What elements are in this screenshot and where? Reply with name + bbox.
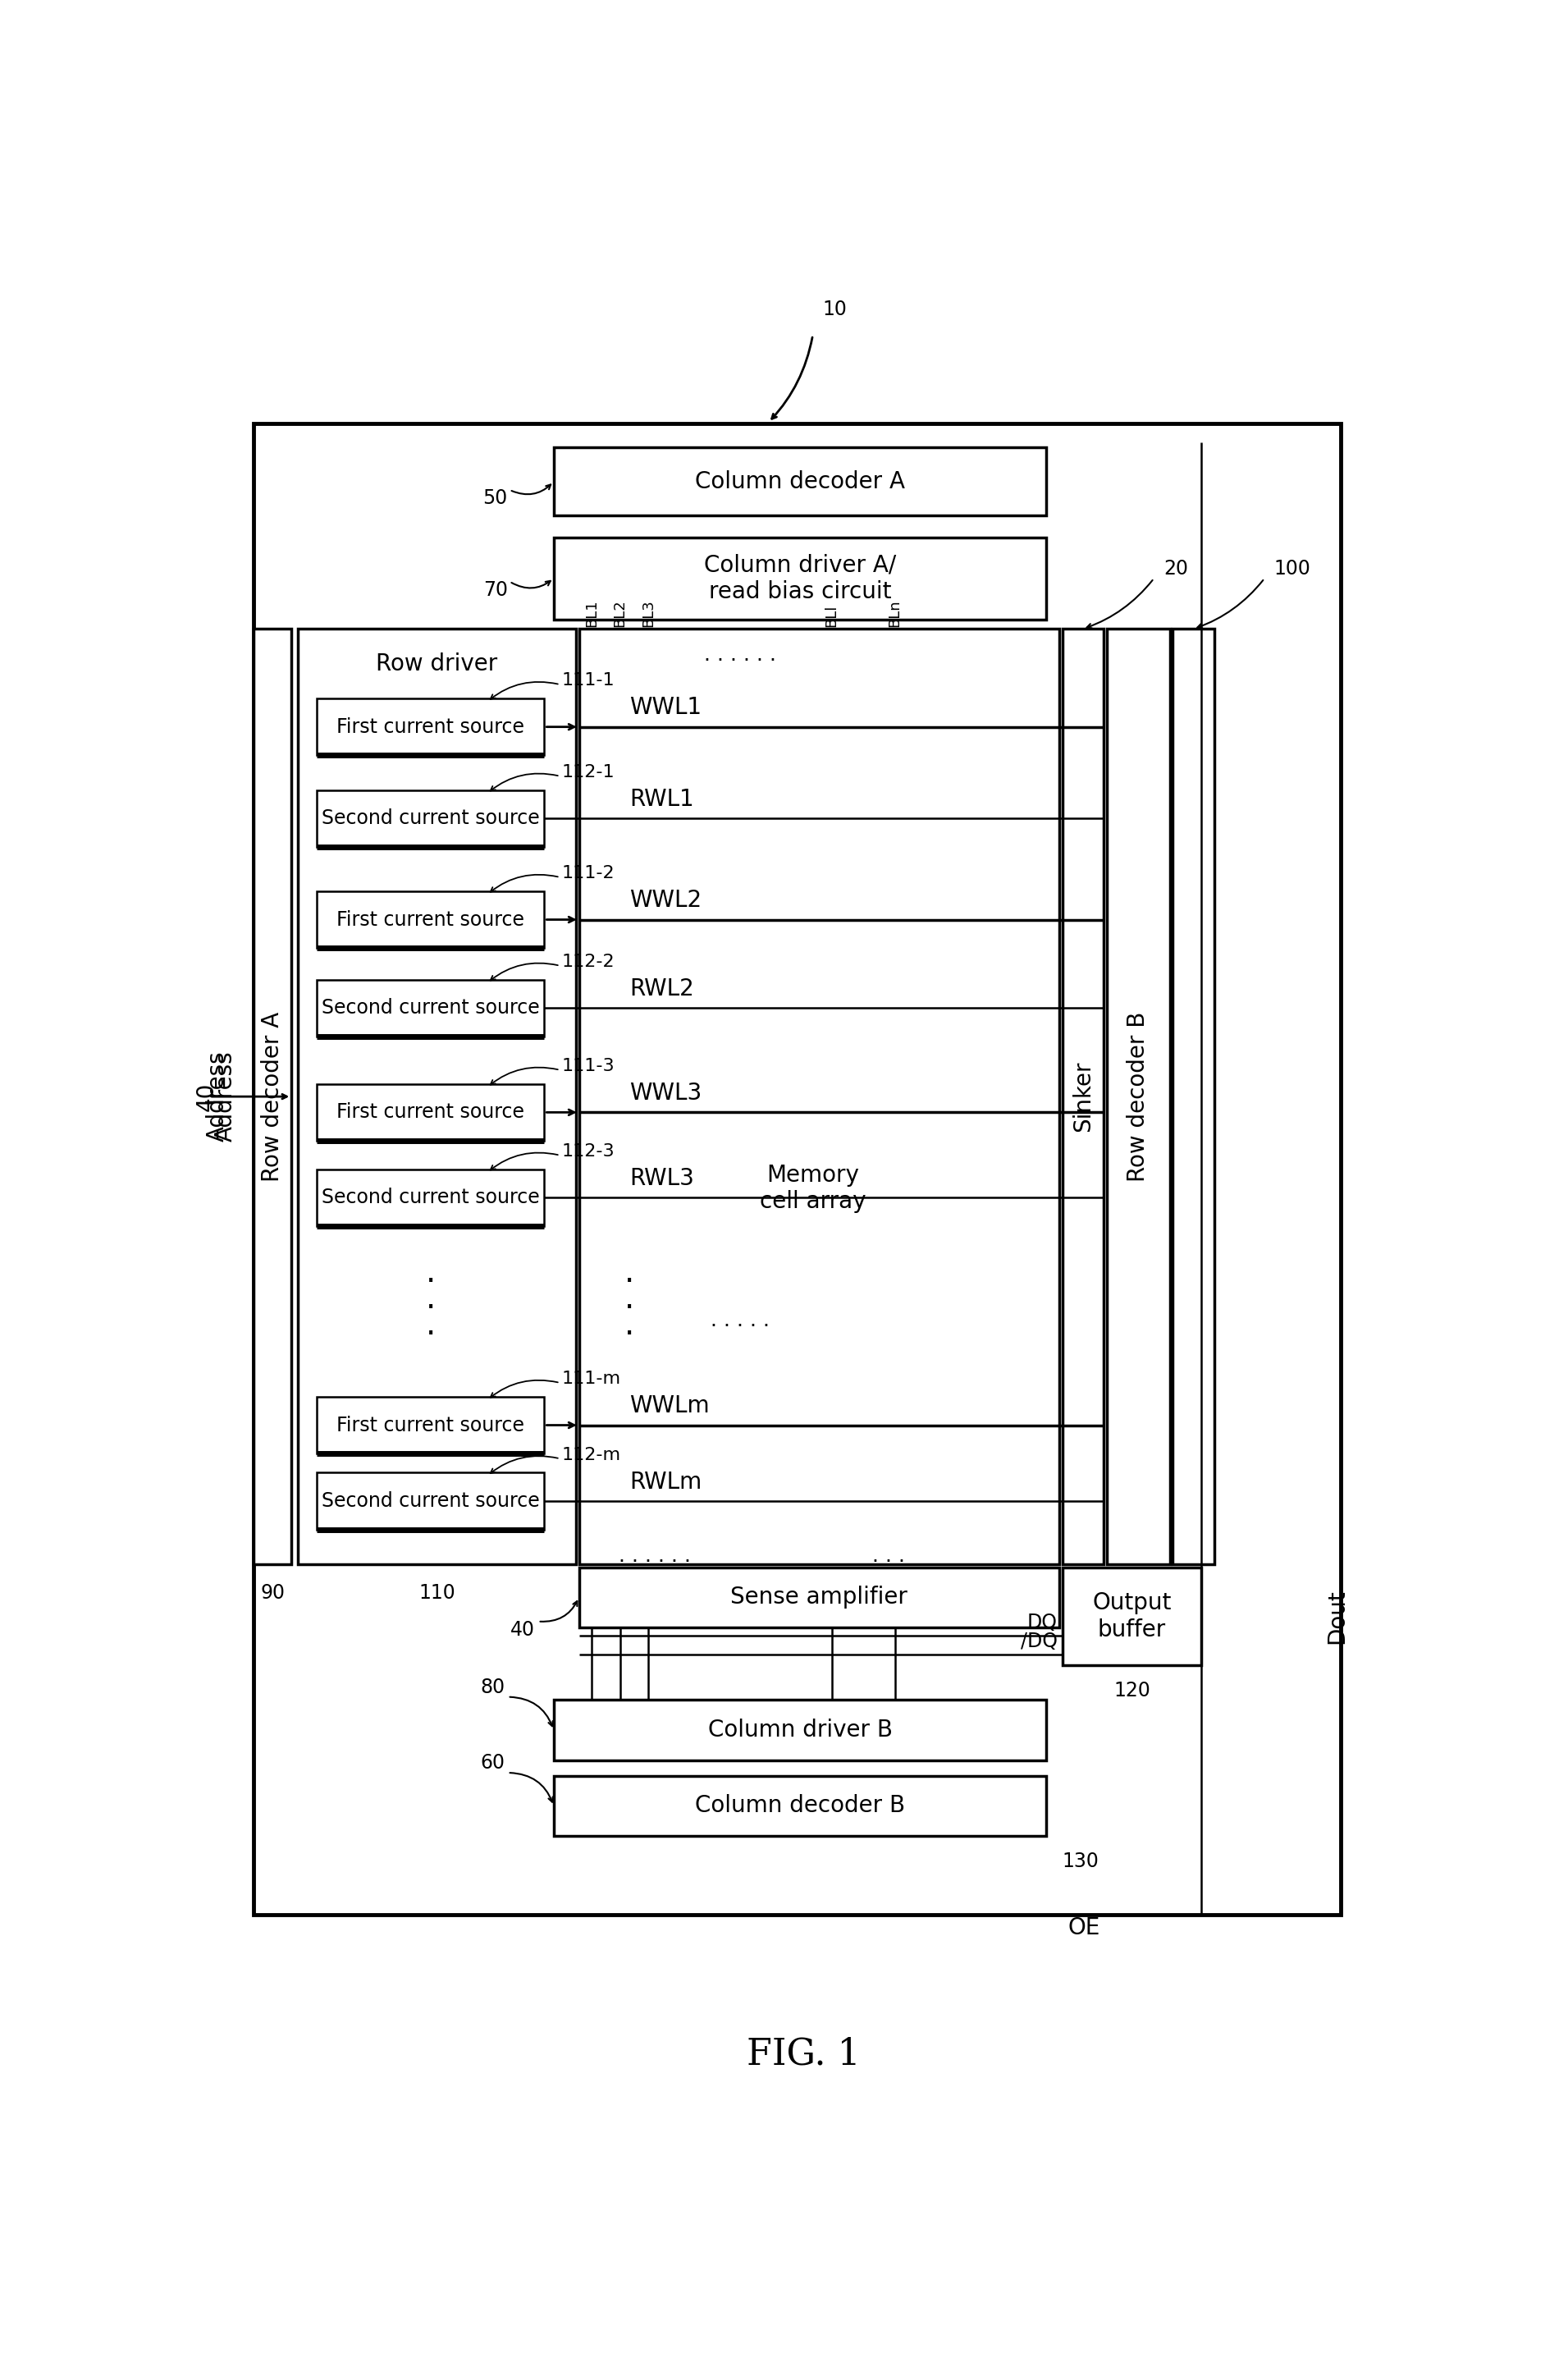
Bar (1107, 628, 1170, 1565)
Text: Column decoder B: Column decoder B (695, 1795, 905, 1819)
Bar (317, 1472, 544, 1529)
Text: 120: 120 (1113, 1681, 1151, 1700)
Text: RWL2: RWL2 (629, 977, 695, 1001)
Text: 70: 70 (483, 581, 508, 600)
Text: 90: 90 (260, 1584, 285, 1603)
Bar (579, 628, 1058, 1565)
Text: Dout: Dout (1325, 1589, 1348, 1643)
Text: WWL2: WWL2 (629, 889, 702, 913)
Text: Address: Address (213, 1050, 237, 1143)
Bar (554, 538, 1046, 619)
Text: 110: 110 (419, 1584, 455, 1603)
Text: OE: OE (1068, 1916, 1101, 1939)
Text: Second current source: Second current source (321, 998, 539, 1017)
Text: . . .: . . . (872, 1546, 905, 1565)
Text: 60: 60 (480, 1755, 505, 1774)
Text: Sinker: Sinker (1071, 1062, 1094, 1131)
Text: FIG. 1: FIG. 1 (746, 2037, 861, 2072)
Text: WWL1: WWL1 (629, 697, 702, 718)
Bar (554, 1700, 1046, 1759)
Text: /DQ: /DQ (1021, 1631, 1057, 1653)
Text: 112-2: 112-2 (561, 953, 615, 970)
Text: BL2: BL2 (613, 600, 627, 626)
Text: 80: 80 (480, 1679, 505, 1698)
Text: 40: 40 (510, 1619, 535, 1641)
Text: Output
buffer: Output buffer (1093, 1591, 1171, 1641)
Bar (317, 790, 544, 846)
Bar (254, 628, 292, 1565)
Text: BL3: BL3 (641, 600, 655, 626)
Bar (317, 1169, 544, 1226)
Text: ·
·
·: · · · (624, 1266, 635, 1349)
Text: RWL1: RWL1 (629, 787, 695, 811)
Text: 111-3: 111-3 (561, 1057, 615, 1074)
Text: 111-m: 111-m (561, 1370, 621, 1387)
Text: 50: 50 (483, 488, 508, 507)
Text: 112-m: 112-m (561, 1446, 621, 1463)
Text: 112-1: 112-1 (561, 763, 615, 780)
Text: BLl: BLl (825, 605, 839, 626)
Text: 100: 100 (1273, 560, 1311, 579)
Bar (1063, 1567, 1201, 1664)
Text: 111-1: 111-1 (561, 673, 615, 690)
Text: First current source: First current source (337, 1415, 524, 1434)
Text: Row decoder A: Row decoder A (262, 1012, 284, 1181)
Bar (317, 891, 544, 948)
Text: Second current source: Second current source (321, 1491, 539, 1510)
Text: Second current source: Second current source (321, 809, 539, 827)
Bar (317, 979, 544, 1036)
Text: BLn: BLn (887, 600, 902, 626)
Text: DQ: DQ (1027, 1612, 1057, 1634)
Text: WWL3: WWL3 (629, 1081, 702, 1105)
Text: 20: 20 (1163, 560, 1189, 579)
Text: First current source: First current source (337, 1103, 524, 1121)
Text: Second current source: Second current source (321, 1188, 539, 1207)
Bar (317, 699, 544, 756)
Bar (554, 1776, 1046, 1835)
Bar (1173, 628, 1214, 1565)
Bar (554, 448, 1046, 517)
Bar (579, 1567, 1058, 1627)
Text: 10: 10 (822, 299, 847, 320)
Text: Row decoder B: Row decoder B (1127, 1012, 1149, 1181)
Bar (298, 628, 575, 1565)
Text: Row driver: Row driver (376, 652, 497, 676)
Text: Memory
cell array: Memory cell array (759, 1164, 866, 1214)
Text: RWLm: RWLm (629, 1470, 702, 1494)
Text: First current source: First current source (337, 716, 524, 737)
Text: First current source: First current source (337, 910, 524, 929)
Text: BL1: BL1 (585, 600, 599, 626)
Text: RWL3: RWL3 (629, 1167, 695, 1190)
Text: ·
·
·: · · · (425, 1266, 436, 1349)
Text: Column decoder A: Column decoder A (695, 469, 905, 493)
Text: Column driver B: Column driver B (707, 1719, 892, 1743)
Bar (317, 1397, 544, 1453)
Text: Address: Address (205, 1050, 229, 1143)
Bar (254, 424, 1341, 1916)
Text: 40: 40 (194, 1081, 218, 1112)
Text: . . . . . .: . . . . . . (704, 645, 776, 664)
Text: . . . . .: . . . . . (710, 1311, 770, 1330)
Text: Column driver A/
read bias circuit: Column driver A/ read bias circuit (704, 552, 897, 602)
Bar (317, 1084, 544, 1140)
Text: 111-2: 111-2 (561, 865, 615, 882)
Text: 130: 130 (1063, 1852, 1099, 1871)
Text: Sense amplifier: Sense amplifier (731, 1586, 908, 1610)
Text: . . . . . .: . . . . . . (619, 1546, 691, 1565)
Text: WWLm: WWLm (629, 1394, 710, 1418)
Bar (1063, 628, 1104, 1565)
Text: 112-3: 112-3 (561, 1143, 615, 1159)
